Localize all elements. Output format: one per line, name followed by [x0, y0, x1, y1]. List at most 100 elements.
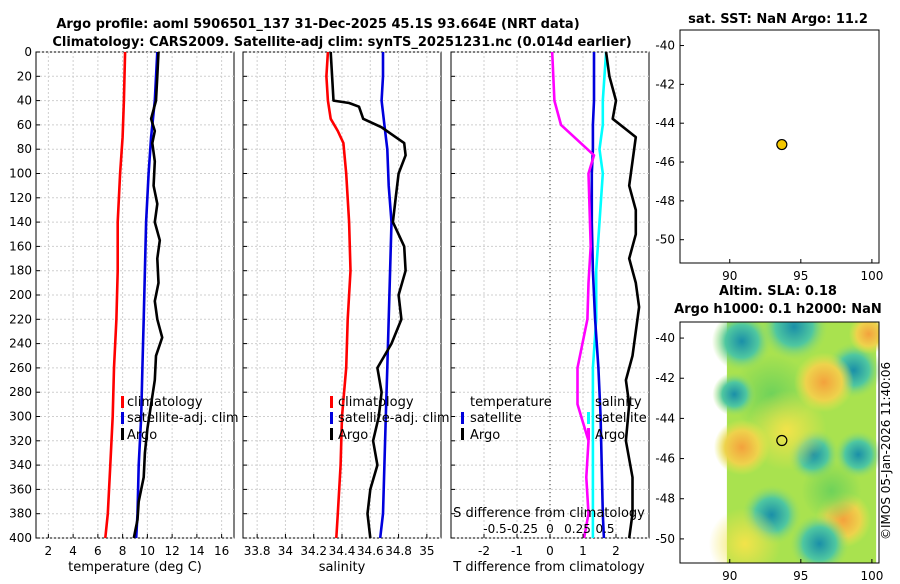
sla-map-title-1: Altim. SLA: 0.18	[719, 284, 837, 299]
difference-xtick-label: 0	[546, 544, 554, 558]
sla_map-lat-label: -46	[655, 452, 675, 466]
depth-tick-label: 380	[9, 507, 32, 521]
difference-series-temperature-argo	[604, 52, 641, 538]
salinity-xtick-label: 34.2	[300, 544, 327, 558]
sla_map-lon-label: 95	[793, 569, 808, 580]
depth-tick-label: 20	[17, 69, 32, 83]
legend-label-satellite: satellite-adj. clim	[338, 411, 450, 426]
temperature-series-climatology	[104, 52, 127, 538]
legend-label-argo: Argo	[338, 428, 368, 443]
sla-field-blob	[760, 322, 829, 361]
legend-label-t-satellite: satellite	[470, 411, 522, 426]
sst_map-lat-label: -50	[655, 233, 675, 247]
sst_map-lat-label: -44	[655, 116, 675, 130]
sla-field-blob	[746, 390, 827, 471]
salinity-series-satellite-adj-clim	[378, 52, 393, 538]
legend-label-s-argo: Argo	[595, 428, 625, 443]
sla-field-blob	[708, 507, 781, 563]
difference-top-tick-label: -0.5	[483, 522, 506, 536]
sla_map-argo-marker	[776, 434, 788, 447]
difference-xlabel: T difference from climatology	[452, 560, 645, 575]
legend-title-salinity: salinity	[595, 395, 642, 410]
salinity-xtick-label: 34	[278, 544, 293, 558]
depth-tick-label: 160	[9, 239, 32, 253]
legend-swatch-t-satellite	[461, 412, 464, 424]
salinity-xtick-label: 33.8	[244, 544, 271, 558]
difference-series-salinity-argo	[550, 52, 596, 538]
legend-swatch-s-satellite	[587, 412, 590, 424]
temperature-xtick-label: 12	[164, 544, 179, 558]
legend-swatch-argo	[330, 428, 333, 440]
salinity-xtick-label: 34.8	[385, 544, 412, 558]
legend-swatch-climatology	[121, 396, 124, 408]
temperature-xtick-label: 2	[45, 544, 53, 558]
sla-map-title-2: Argo h1000: 0.1 h2000: NaN	[674, 302, 882, 317]
sst_map-lat-label: -46	[655, 155, 675, 169]
temperature-xtick-label: 6	[94, 544, 102, 558]
salinity-xtick-label: 35	[419, 544, 434, 558]
sla-field-blob	[793, 352, 854, 413]
sst_map-argo-marker	[776, 138, 788, 151]
sst_map-lat-label: -42	[655, 77, 675, 91]
difference-top-xlabel: S difference from climatology	[453, 506, 645, 521]
sla-field-blob	[848, 322, 879, 355]
legend-label-climatology: climatology	[338, 395, 414, 410]
sst_map-lon-label: 95	[793, 269, 808, 283]
depth-tick-label: 200	[9, 288, 32, 302]
depth-tick-label: 80	[17, 142, 32, 156]
legend-label-climatology: climatology	[127, 395, 203, 410]
legend-swatch-satellite	[121, 412, 124, 424]
legend-label-argo: Argo	[127, 428, 157, 443]
salinity-series-climatology	[325, 52, 352, 538]
sla-field-blob	[789, 513, 850, 563]
sla_map-lat-label: -44	[655, 411, 675, 425]
sst_map-lon-label: 100	[860, 269, 883, 283]
depth-tick-label: 120	[9, 191, 32, 205]
sla-field-blob	[801, 460, 862, 521]
temperature-legend: climatology satellite-adj. clim Argo	[121, 395, 239, 443]
salinity-xtick-label: 34.6	[357, 544, 384, 558]
difference-axes: -2 -1 0 1 2 -0.5 -0.25 0 0.25 0.5 T difference f…	[450, 51, 650, 575]
sla-map-axes: Altim. SLA: 0.18 Argo h1000: 0.1 h2000: …	[655, 284, 883, 583]
sla-heatmap-field	[708, 322, 879, 563]
depth-tick-label: 340	[9, 458, 32, 472]
depth-tick-label: 400	[9, 531, 32, 545]
sla_map-lat-label: -42	[655, 371, 675, 385]
depth-tick-label: 180	[9, 264, 32, 278]
depth-tick-label: 60	[17, 118, 32, 132]
sst_map-lat-label: -40	[655, 39, 675, 53]
legend-swatch-argo	[121, 428, 124, 440]
sst-map-title: sat. SST: NaN Argo: 11.2	[688, 12, 868, 27]
difference-xtick-label: 2	[612, 544, 620, 558]
depth-tick-label: 300	[9, 410, 32, 424]
sst-map-axes: sat. SST: NaN Argo: 11.2 90 95 100 -40 -42 -4…	[655, 12, 883, 283]
sla-field-blob	[712, 372, 757, 417]
depth-tick-label: 260	[9, 361, 32, 375]
difference-top-tick-label: 0.5	[595, 522, 614, 536]
difference-xtick-label: 1	[579, 544, 587, 558]
salinity-xtick-label: 34.4	[329, 544, 356, 558]
difference-top-tick-label: 0.25	[564, 522, 591, 536]
legend-swatch-satellite	[330, 412, 333, 424]
depth-tick-label: 100	[9, 167, 32, 181]
depth-tick-label: 280	[9, 385, 32, 399]
temperature-xtick-label: 8	[119, 544, 127, 558]
difference-top-tick-label: 0	[546, 522, 554, 536]
temperature-series-argo	[132, 52, 164, 538]
legend-label-satellite: satellite-adj. clim	[127, 411, 239, 426]
salinity-xlabel: salinity	[319, 560, 366, 575]
salinity-series-argo	[329, 52, 407, 538]
legend-swatch-s-argo	[587, 428, 590, 440]
temperature-series-satellite-adj-clim	[134, 52, 159, 538]
sla-map-frame	[679, 321, 880, 564]
salinity-axes: 33.8 34 34.2 34.4 34.6 34.8 35 salinity climat…	[242, 51, 450, 575]
difference-xtick-label: -1	[511, 544, 523, 558]
difference-series-temperature-satellite	[591, 52, 608, 538]
difference-series-salinity-satellite	[590, 52, 606, 538]
depth-tick-label: 360	[9, 482, 32, 496]
difference-xtick-label: -2	[478, 544, 490, 558]
difference-legend: temperature satellite Argo salinity sate…	[461, 395, 647, 443]
temperature-xtick-label: 16	[214, 544, 229, 558]
difference-top-tick-label: -0.25	[507, 522, 538, 536]
sla_map-lat-label: -40	[655, 331, 675, 345]
